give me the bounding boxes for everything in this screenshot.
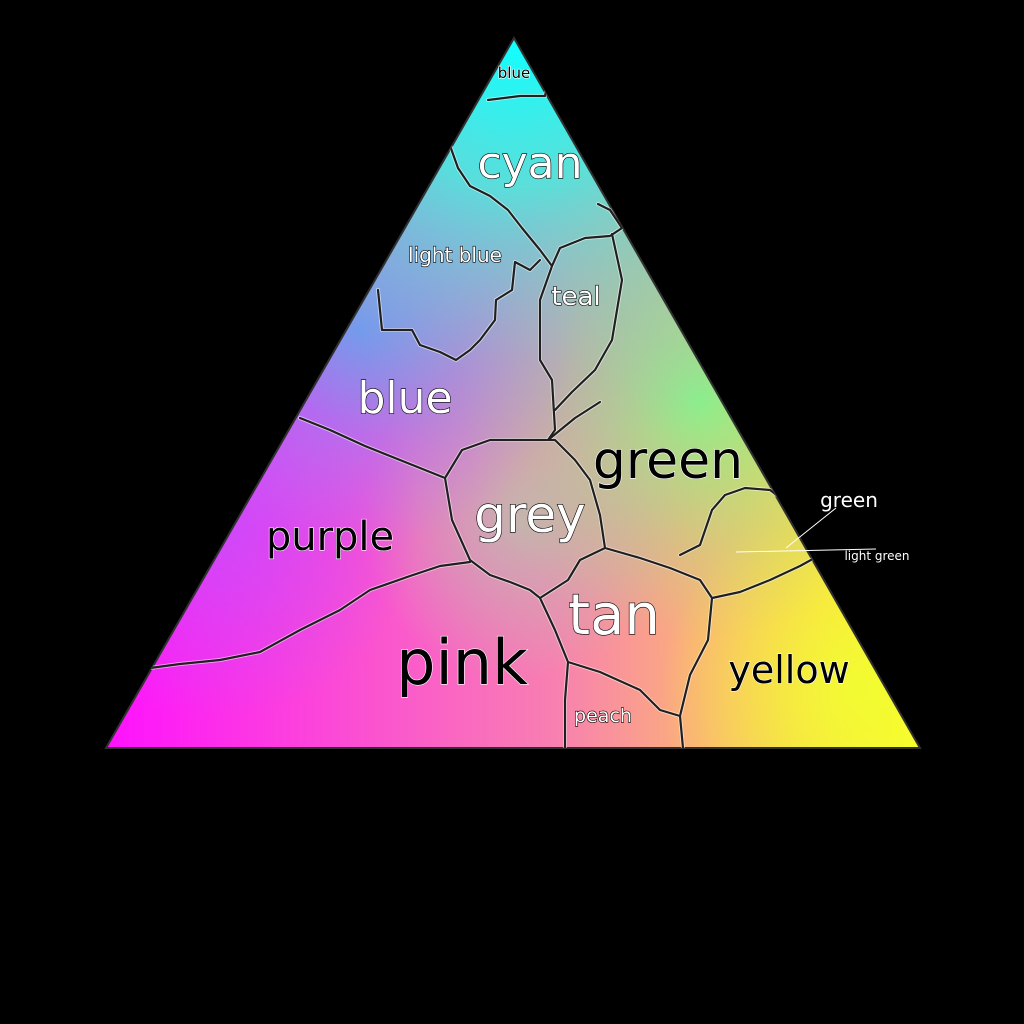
label-blue-top: blue <box>498 64 530 82</box>
label-yellow: yellow <box>728 648 849 692</box>
label-pink: pink <box>396 626 528 699</box>
leader-light-green <box>735 548 877 553</box>
callouts: green light green <box>735 488 910 563</box>
label-teal: teal <box>551 282 600 312</box>
label-grey: grey <box>474 486 586 544</box>
label-purple: purple <box>266 514 394 560</box>
label-peach: peach <box>574 705 632 727</box>
label-tan: tan <box>568 583 660 648</box>
label-green: green <box>593 431 743 491</box>
callout-green: green <box>820 488 878 512</box>
triangle-outline <box>104 35 922 749</box>
leader-green <box>785 507 837 549</box>
callout-light-green: light green <box>844 549 909 563</box>
label-cyan: cyan <box>477 138 582 189</box>
label-blue: blue <box>357 373 452 424</box>
region-labels: blue cyan light blue teal blue green gre… <box>265 63 850 727</box>
label-light-blue: light blue <box>408 243 502 267</box>
